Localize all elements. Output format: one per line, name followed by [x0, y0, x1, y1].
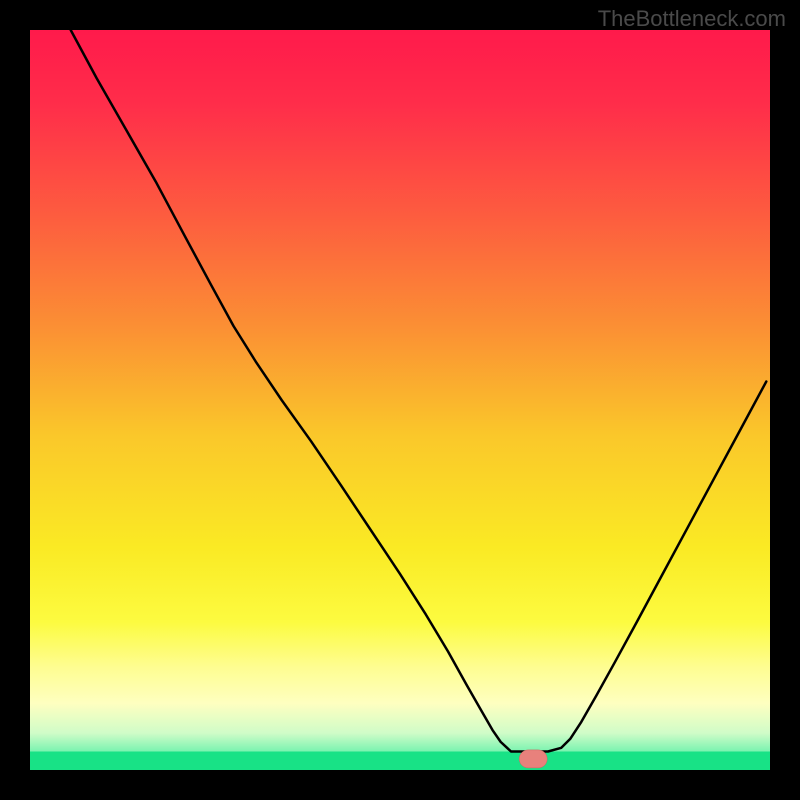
plot-area	[30, 30, 770, 770]
bottom-band	[30, 752, 770, 771]
bottleneck-chart-svg	[30, 30, 770, 770]
chart-container: TheBottleneck.com	[0, 0, 800, 800]
optimal-point-marker	[519, 750, 547, 768]
gradient-background	[30, 30, 770, 770]
watermark-label: TheBottleneck.com	[598, 6, 786, 32]
